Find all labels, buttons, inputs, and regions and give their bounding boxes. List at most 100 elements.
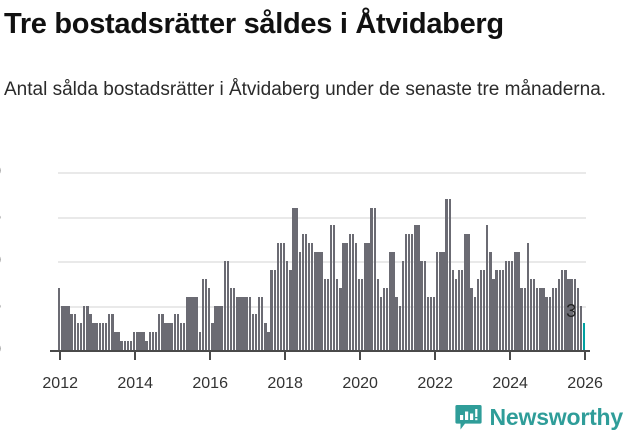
bar: [123, 341, 127, 350]
y-axis-tick-label: 20: [0, 163, 1, 181]
bar: [364, 243, 367, 350]
bar: [507, 261, 511, 350]
bar: [304, 234, 308, 350]
bar: [276, 243, 280, 350]
bar: [332, 225, 336, 350]
x-axis-tick-mark: [284, 352, 287, 360]
x-axis-tick-label: 2014: [117, 375, 153, 392]
bar: [104, 323, 108, 350]
bar: [320, 252, 323, 350]
x-axis-tick-mark: [59, 352, 62, 360]
bar: [114, 332, 117, 350]
bar: [295, 207, 298, 350]
bar: [336, 278, 339, 350]
bar: [411, 234, 414, 350]
x-axis-line: [50, 350, 590, 352]
page-title: Tre bostadsrätter såldes i Åtvidaberg: [4, 8, 504, 40]
bar: [170, 323, 173, 350]
bar: [386, 287, 389, 350]
bar: [520, 287, 523, 350]
bar: [579, 305, 583, 350]
bar: [70, 314, 73, 350]
x-axis-tick-label: 2022: [417, 375, 453, 392]
bar: [226, 261, 230, 350]
bar: [514, 252, 517, 350]
x-axis-tick-mark: [359, 352, 362, 360]
bar: [251, 314, 255, 350]
bar: [161, 314, 164, 350]
bar: [398, 305, 401, 350]
bar: [495, 269, 498, 350]
bar: [517, 252, 520, 350]
bar: [248, 296, 251, 350]
bar: [311, 243, 314, 350]
bar: [479, 269, 483, 350]
bar: [167, 323, 170, 350]
bar: [148, 332, 152, 350]
gridline: [58, 216, 586, 219]
bar: [245, 296, 248, 350]
bar: [179, 323, 183, 350]
bar: [67, 305, 70, 350]
y-axis-tick-label: 10: [0, 252, 1, 270]
bar: [476, 278, 480, 350]
bar: [314, 252, 317, 350]
x-axis-tick-mark: [509, 352, 512, 360]
bar: [445, 198, 448, 350]
y-axis-tick-label: 15: [0, 208, 1, 226]
x-axis-tick-mark: [209, 352, 212, 360]
bar: [264, 323, 267, 350]
bar: [526, 243, 530, 350]
bar: [451, 269, 455, 350]
bar: [404, 234, 408, 350]
bar: [357, 278, 361, 350]
bar: [361, 278, 364, 350]
bar: [157, 314, 161, 350]
bar: [301, 234, 305, 350]
bar: [220, 305, 223, 350]
bar: [407, 234, 411, 350]
bar: [470, 287, 473, 350]
page-subtitle: Antal sålda bostadsrätter i Åtvidaberg u…: [4, 79, 607, 100]
bar: [348, 234, 351, 350]
bar: [201, 278, 205, 350]
plot-area: 0 5 10 15 20 2012 2014 2016 2018 2020 2022 2024 202…: [0, 163, 603, 392]
bar: [367, 243, 370, 350]
bar: [439, 252, 442, 350]
bar: [401, 261, 405, 350]
bar: [73, 314, 77, 350]
bar: [298, 252, 301, 350]
bar: [139, 332, 142, 350]
y-axis-tick-label: 5: [0, 297, 1, 315]
bar: [223, 261, 226, 350]
bar: [282, 243, 286, 350]
bar: [289, 269, 292, 350]
bar: [545, 296, 548, 350]
bar: [89, 314, 92, 350]
bar: [489, 252, 492, 350]
bar: [79, 323, 83, 350]
x-axis-tick-label: 2024: [492, 375, 528, 392]
newsworthy-logo: Newsworthy: [454, 404, 623, 431]
bar: [151, 332, 155, 350]
bar: [95, 323, 98, 350]
bar: [189, 296, 192, 350]
x-axis-tick-label: 2012: [42, 375, 78, 392]
bar: [236, 296, 239, 350]
bar: [261, 296, 264, 350]
bar: [561, 269, 564, 350]
bar: [176, 314, 180, 350]
bar: [389, 252, 392, 350]
bar: [432, 296, 436, 350]
bar: [482, 269, 486, 350]
bar: [217, 305, 220, 350]
bar: [551, 287, 555, 350]
bar: [454, 278, 458, 350]
bar: [145, 341, 148, 350]
bar: [326, 278, 330, 350]
bar: [376, 278, 380, 350]
bar: [542, 287, 545, 350]
bar: [195, 296, 198, 350]
bar: [339, 287, 342, 350]
chart-container: 0 5 10 15 20 2012 2014 2016 2018 2020 2022 2024 202…: [0, 155, 631, 392]
